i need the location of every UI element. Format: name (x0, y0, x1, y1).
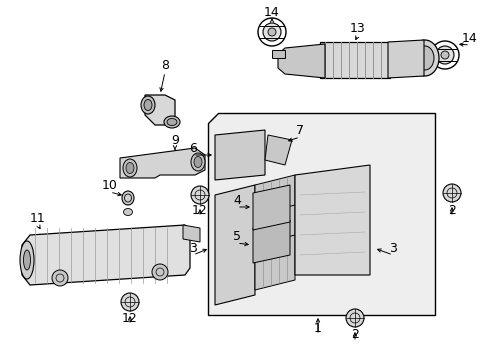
Text: 14: 14 (461, 32, 477, 45)
Ellipse shape (194, 157, 202, 167)
Circle shape (121, 293, 139, 311)
Circle shape (435, 46, 453, 64)
Polygon shape (120, 148, 204, 178)
Ellipse shape (23, 250, 30, 270)
Polygon shape (278, 44, 325, 78)
Text: 3: 3 (189, 242, 197, 255)
Polygon shape (183, 225, 200, 242)
Ellipse shape (20, 241, 34, 279)
Polygon shape (254, 175, 294, 230)
Ellipse shape (143, 99, 152, 111)
Circle shape (267, 28, 275, 36)
Circle shape (152, 264, 168, 280)
Circle shape (191, 186, 208, 204)
Text: 2: 2 (447, 203, 455, 216)
Polygon shape (207, 113, 434, 315)
Circle shape (346, 309, 363, 327)
Polygon shape (319, 42, 389, 78)
Text: 4: 4 (233, 194, 241, 207)
Ellipse shape (163, 116, 180, 128)
Ellipse shape (410, 40, 438, 76)
Polygon shape (254, 235, 294, 290)
Ellipse shape (123, 159, 137, 177)
Polygon shape (215, 130, 264, 180)
Ellipse shape (123, 208, 132, 216)
Ellipse shape (191, 153, 204, 171)
Text: 3: 3 (388, 242, 396, 255)
Text: 1: 1 (313, 321, 321, 334)
Polygon shape (252, 220, 289, 263)
Polygon shape (254, 205, 294, 260)
Text: 14: 14 (264, 5, 279, 18)
Polygon shape (264, 135, 291, 165)
Circle shape (440, 51, 448, 59)
Polygon shape (271, 50, 285, 58)
Polygon shape (215, 185, 254, 305)
Text: 11: 11 (30, 212, 46, 225)
Circle shape (263, 23, 281, 41)
Text: 10: 10 (102, 179, 118, 192)
Text: 9: 9 (171, 134, 179, 147)
Text: 8: 8 (161, 59, 169, 72)
Ellipse shape (122, 191, 134, 205)
Circle shape (442, 184, 460, 202)
Text: 12: 12 (122, 311, 138, 324)
Polygon shape (387, 40, 423, 78)
Circle shape (52, 270, 68, 286)
Text: 7: 7 (295, 123, 304, 136)
Text: 12: 12 (192, 203, 207, 216)
Ellipse shape (141, 96, 155, 114)
Polygon shape (145, 95, 175, 125)
Text: 13: 13 (349, 22, 365, 35)
Ellipse shape (415, 46, 433, 70)
Polygon shape (22, 225, 190, 285)
Polygon shape (252, 185, 289, 230)
Ellipse shape (126, 162, 134, 174)
Text: 5: 5 (232, 230, 241, 243)
Text: 2: 2 (350, 328, 358, 342)
Ellipse shape (167, 118, 177, 126)
Polygon shape (294, 165, 369, 275)
Text: 6: 6 (189, 141, 197, 154)
